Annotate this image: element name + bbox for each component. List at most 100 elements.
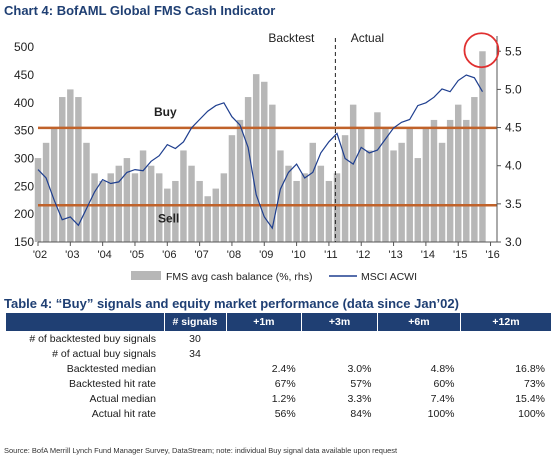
x-tick-label: '12 [356,249,370,261]
legend-bar-label: FMS avg cash balance (%, rhs) [166,271,312,283]
right-tick-label: 4.0 [505,159,522,173]
x-tick-label: '10 [291,249,305,261]
cash-balance-bar [309,142,316,242]
cash-balance-bar [479,51,486,242]
right-tick-label: 5.5 [505,44,522,58]
cash-balance-bars [34,51,486,243]
backtest-label: Backtest [268,31,315,45]
table-header-1m: +1m [225,313,302,331]
cash-balance-bar [390,150,397,242]
row-signals [164,376,226,391]
cash-balance-bar [131,173,139,242]
source-note: Source: BofA Merrill Lynch Fund Manager … [4,446,398,455]
table-title: Table 4: “Buy” signals and equity market… [4,296,459,311]
row-6m: 7.4% [430,392,455,405]
axes: 150 200 250 300 350 400 450 500 3.0 3.5 4.0 4.5 5.0 5… [14,36,522,261]
cash-balance-bar [277,150,284,242]
cash-balance-bar [236,119,244,242]
legend: FMS avg cash balance (%, rhs) MSCI ACWI [131,271,417,283]
row-label: # of backtested buy signals [29,332,156,345]
row-signals [164,406,226,421]
x-tick-label: '14 [421,249,435,261]
actual-label: Actual [351,31,384,45]
row-3m [302,331,378,346]
table-row: Actual median 1.2% 3.3% 7.4% 15.4% [6,391,551,406]
sell-label: Sell [158,211,179,225]
cash-balance-bar [67,89,74,242]
x-tick-label: '09 [259,249,273,261]
right-tick-label: 5.0 [505,82,522,96]
left-tick-label: 300 [14,151,34,165]
highlight-circle [463,32,500,69]
row-3m [302,346,378,361]
cash-balance-bar [382,127,389,242]
buy-sell-thresholds [38,126,497,207]
row-signals: 34 [189,347,201,360]
row-12m: 100% [518,407,545,420]
cash-balance-bar [115,165,123,242]
cash-balance-bar [212,188,220,242]
row-1m: 2.4% [271,362,296,375]
cash-balance-bar [341,135,349,242]
cash-balance-bar [358,127,365,242]
cash-balance-bar [172,180,179,242]
cash-balance-bar [164,188,171,242]
row-12m [461,331,552,346]
table-header-signals: # signals [163,313,226,331]
table-row: Backtested median 2.4% 3.0% 4.8% 16.8% [6,361,551,376]
row-6m: 100% [427,407,455,420]
x-tick-label: '08 [227,249,241,261]
row-1m [226,331,302,346]
cash-balance-bar [34,158,42,242]
row-1m: 56% [274,407,296,420]
left-tick-label: 400 [14,96,34,110]
cash-balance-bar [349,104,357,243]
right-tick-label: 4.5 [505,121,522,135]
row-6m [377,346,460,361]
right-tick-label: 3.5 [505,197,522,211]
row-label: # of actual buy signals [52,347,156,360]
cash-balance-bar [99,180,106,242]
row-3m: 57% [350,377,372,390]
cash-balance-bar [107,173,114,242]
x-tick-label: '16 [485,249,499,261]
x-tick-label: '03 [65,249,79,261]
cash-balance-bar [196,180,203,242]
cash-balance-bar [422,127,430,242]
table-row: Backtested hit rate 67% 57% 60% 73% [6,376,551,391]
cash-balance-bar [374,112,381,242]
legend-line-label: MSCI ACWI [361,271,417,283]
cash-balance-bar [261,81,268,243]
cash-balance-bar [188,165,195,242]
left-tick-label: 500 [14,40,34,54]
buy-label: Buy [154,105,177,119]
x-tick-label: '04 [97,249,111,261]
cash-balance-bar [463,119,470,242]
left-tick-label: 150 [14,235,34,249]
cash-balance-bar [180,150,187,242]
row-6m: 60% [433,377,455,390]
row-12m: 16.8% [515,362,545,375]
cash-balance-bar [83,142,90,242]
row-1m: 1.2% [271,392,296,405]
cash-balance-bar [325,180,333,242]
left-tick-label: 200 [14,207,34,221]
cash-balance-bar [139,150,147,242]
row-3m: 3.3% [347,392,372,405]
row-12m: 15.4% [515,392,545,405]
left-tick-label: 250 [14,179,34,193]
cash-balance-bar [147,165,155,242]
table-row: Actual hit rate 56% 84% 100% 100% [6,406,551,421]
left-tick-label: 350 [14,124,34,138]
row-3m: 3.0% [347,362,372,375]
legend-bar-swatch [131,271,161,280]
chart-title: Chart 4: BofAML Global FMS Cash Indicato… [4,3,276,18]
cash-balance-bar [406,127,413,242]
row-signals [164,361,226,376]
table-header-12m: +12m [460,313,551,331]
table-row: # of actual buy signals 34 [6,346,551,361]
cash-balance-bar [59,97,66,242]
cash-indicator-chart: 150 200 250 300 350 400 450 500 3.0 3.5 4.0 4.5 5.0 5… [14,31,522,283]
msci-acwi-line-group [37,74,484,230]
cash-balance-bar [75,97,82,242]
